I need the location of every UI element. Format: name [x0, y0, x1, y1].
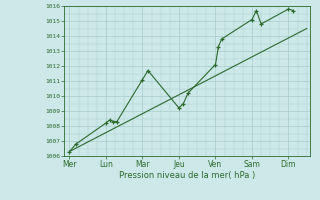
X-axis label: Pression niveau de la mer( hPa ): Pression niveau de la mer( hPa ) [119, 171, 255, 180]
